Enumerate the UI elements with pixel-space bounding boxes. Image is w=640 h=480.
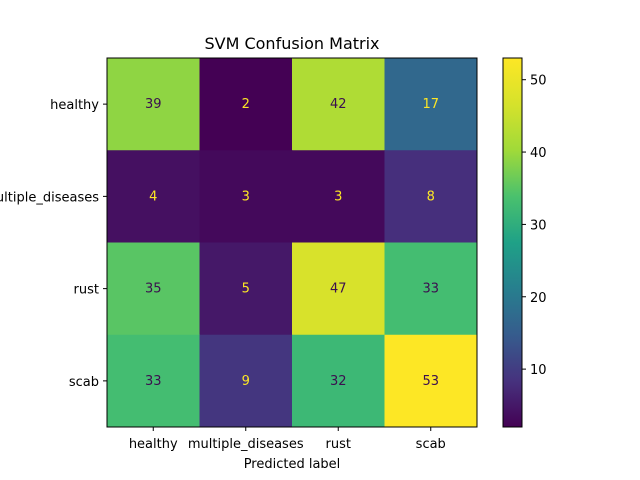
cell-value-label: 33 bbox=[422, 282, 439, 297]
x-tick-label: multiple_diseases bbox=[188, 437, 304, 452]
y-tick-label: healthy bbox=[50, 98, 99, 113]
heatmap-cell bbox=[107, 242, 200, 336]
heatmap-cell bbox=[199, 150, 293, 243]
cell-value-label: 2 bbox=[242, 97, 250, 112]
cell-value-label: 8 bbox=[427, 189, 435, 204]
heatmap-cell bbox=[384, 242, 478, 336]
cell-value-label: 35 bbox=[145, 282, 162, 297]
cell-value-label: 47 bbox=[330, 282, 347, 297]
cell-value-label: 3 bbox=[334, 189, 342, 204]
heatmap-cell bbox=[292, 242, 385, 336]
heatmap-cell bbox=[292, 150, 385, 243]
x-tick-label: healthy bbox=[129, 437, 178, 452]
heatmap-cell bbox=[384, 58, 478, 151]
cell-value-label: 4 bbox=[149, 189, 157, 204]
heatmap-cell bbox=[107, 58, 200, 151]
cell-value-label: 42 bbox=[330, 97, 347, 112]
colorbar-tick-label: 40 bbox=[530, 146, 547, 161]
y-tick-label: scab bbox=[69, 375, 99, 390]
cell-value-label: 39 bbox=[145, 97, 162, 112]
heatmap-cell bbox=[199, 334, 293, 428]
x-tick-label: scab bbox=[416, 437, 446, 452]
cell-value-label: 3 bbox=[242, 189, 250, 204]
colorbar-tick-label: 10 bbox=[530, 363, 547, 378]
colorbar-tick-label: 50 bbox=[530, 74, 547, 89]
colorbar-gradient bbox=[502, 57, 523, 428]
colorbar-tick-label: 30 bbox=[530, 218, 547, 233]
heatmap-cell bbox=[292, 58, 385, 151]
heatmap-cell bbox=[199, 58, 293, 151]
colorbar-tick-label: 20 bbox=[530, 291, 547, 306]
colorbar-ticks: 10 20 30 40 50 bbox=[522, 74, 547, 378]
heatmap-cell bbox=[384, 334, 478, 428]
cell-value-label: 33 bbox=[145, 374, 162, 389]
chart-title: SVM Confusion Matrix bbox=[204, 34, 379, 53]
cell-value-label: 9 bbox=[242, 374, 250, 389]
colorbar: 10 20 30 40 50 bbox=[502, 57, 547, 428]
y-tick-label: rust bbox=[74, 283, 99, 298]
y-tick-label: multiple_diseases bbox=[0, 190, 99, 205]
cell-value-label: 5 bbox=[242, 282, 250, 297]
cell-value-label: 53 bbox=[422, 374, 439, 389]
x-axis-ticks: healthy multiple_diseases rust scab bbox=[129, 427, 446, 452]
heatmap-cell bbox=[107, 334, 200, 428]
heatmap-cell bbox=[107, 150, 200, 243]
heatmap-cell bbox=[384, 150, 478, 243]
cell-value-label: 32 bbox=[330, 374, 347, 389]
heatmap-cell bbox=[292, 334, 385, 428]
x-tick-label: rust bbox=[326, 437, 351, 452]
heatmap-cell bbox=[199, 242, 293, 336]
x-axis-label: Predicted label bbox=[244, 457, 341, 472]
plot-frame bbox=[106, 57, 478, 428]
cell-value-label: 17 bbox=[422, 97, 439, 112]
